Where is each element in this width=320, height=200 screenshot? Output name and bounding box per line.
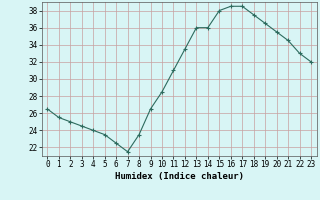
X-axis label: Humidex (Indice chaleur): Humidex (Indice chaleur) <box>115 172 244 181</box>
